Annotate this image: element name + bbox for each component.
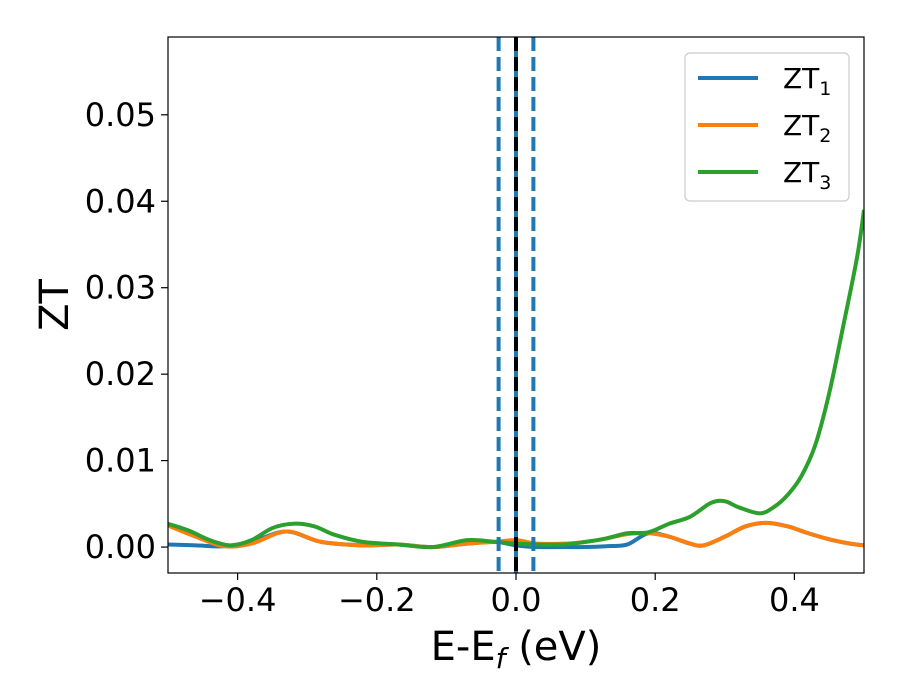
legend-label-zt2: ZT2 [783, 109, 831, 147]
x-tick-label: 0.2 [630, 581, 681, 619]
x-tick-label: −0.2 [338, 581, 416, 619]
plot-area [168, 37, 864, 573]
legend-box [684, 52, 850, 202]
x-tick-label: 0.0 [491, 581, 542, 619]
x-tick-label: −0.4 [199, 581, 277, 619]
legend-label-zt1: ZT1 [783, 62, 831, 100]
legend: ZT1 ZT2 ZT3 [684, 52, 850, 202]
y-tick-label: 0.02 [85, 355, 156, 393]
legend-label-zt3: ZT3 [783, 156, 831, 194]
x-axis-label-main: E-E [431, 624, 496, 670]
series-line-zt3 [168, 209, 864, 550]
y-tick-label: 0.01 [85, 442, 156, 480]
axis-ticks: −0.4 −0.2 0.0 0.2 0.4 0.00 0.01 0.02 0.03 0.04 0.0… [85, 96, 820, 619]
x-axis-label: E-Ef (eV) [431, 624, 602, 675]
x-tick-label: 0.4 [769, 581, 820, 619]
y-tick-label: 0.00 [85, 528, 156, 566]
y-axis-label: ZT [32, 279, 78, 331]
y-tick-label: 0.03 [85, 269, 156, 307]
x-axis-label-unit: (eV) [518, 624, 601, 670]
y-tick-label: 0.05 [85, 96, 156, 134]
x-axis-label-space [505, 624, 518, 670]
y-tick-label: 0.04 [85, 182, 156, 220]
